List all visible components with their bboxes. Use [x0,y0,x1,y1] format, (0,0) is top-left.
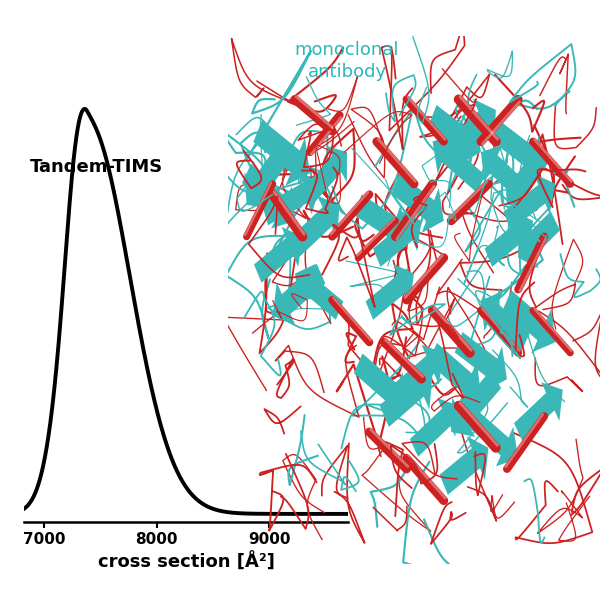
Polygon shape [466,407,518,466]
Polygon shape [428,343,481,405]
Text: monoclonal
antibody: monoclonal antibody [295,41,399,82]
Text: Tandem-TIMS: Tandem-TIMS [29,157,163,175]
Polygon shape [481,292,530,351]
Polygon shape [295,264,343,320]
Polygon shape [380,362,433,427]
Polygon shape [355,194,407,251]
Polygon shape [505,144,550,208]
Polygon shape [272,264,325,326]
Polygon shape [481,145,530,203]
X-axis label: cross section [Å²]: cross section [Å²] [98,553,274,572]
Polygon shape [410,398,458,457]
Polygon shape [354,353,407,416]
Polygon shape [518,211,560,268]
Polygon shape [365,264,414,320]
Polygon shape [451,370,501,437]
Polygon shape [433,134,485,193]
Polygon shape [485,211,533,267]
Polygon shape [440,436,488,495]
Polygon shape [514,382,563,441]
Polygon shape [503,290,556,352]
Polygon shape [254,227,302,283]
Polygon shape [262,171,321,226]
Polygon shape [290,196,340,257]
Polygon shape [392,345,444,404]
Polygon shape [492,121,544,180]
Polygon shape [305,146,347,203]
Polygon shape [503,174,556,230]
Polygon shape [429,105,481,164]
Polygon shape [253,120,310,185]
Polygon shape [455,332,507,391]
Polygon shape [244,144,290,208]
Polygon shape [242,164,295,229]
Polygon shape [373,211,421,267]
Polygon shape [446,98,496,163]
Polygon shape [392,173,444,233]
